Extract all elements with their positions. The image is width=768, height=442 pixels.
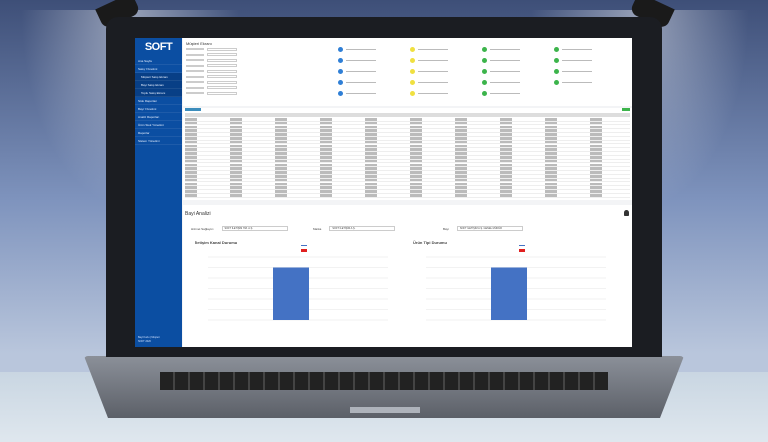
sidebar: SOFT Ana Sayfa Satış Yönetimi Müşteri Satı… — [135, 38, 182, 347]
legend-swatch — [301, 249, 307, 252]
logo: SOFT — [144, 41, 173, 53]
status-item[interactable] — [338, 46, 410, 53]
footer-line: SOFT 2020 — [138, 340, 151, 343]
sidebar-item[interactable]: Ürün Stok Yönetimi — [135, 121, 182, 129]
form-row[interactable] — [186, 58, 281, 62]
status-item[interactable] — [554, 79, 626, 86]
footer-line: Bayi Kodu | Müşteri — [138, 336, 160, 339]
table-row[interactable] — [185, 129, 630, 133]
status-item[interactable] — [482, 68, 554, 75]
bar — [491, 267, 527, 320]
form-row[interactable] — [186, 86, 281, 90]
form-row[interactable] — [186, 80, 281, 84]
table-row[interactable] — [185, 137, 630, 141]
dealer-select[interactable]: SOFT İLETİŞİM A.Ş. GENEL MÜDÜR — [456, 226, 523, 231]
status-item[interactable] — [482, 79, 554, 86]
sidebar-item[interactable]: Raporlar — [135, 129, 182, 137]
status-item[interactable] — [338, 57, 410, 64]
status-list — [338, 46, 626, 97]
status-item[interactable] — [554, 68, 626, 75]
table-row[interactable] — [185, 163, 630, 168]
legend-swatch — [519, 245, 525, 246]
chart-title: İletişim Kanal Durumu — [195, 240, 238, 245]
chart-product — [426, 245, 606, 321]
filter-label: Marka — [313, 226, 322, 231]
sidebar-item[interactable]: Müşteri Satış Ekranı — [135, 73, 182, 81]
table-row[interactable] — [185, 186, 630, 190]
filter-label: Bayi — [443, 226, 449, 231]
status-item[interactable] — [410, 46, 482, 53]
status-item[interactable] — [554, 46, 626, 53]
status-item[interactable] — [410, 79, 482, 86]
brand-select[interactable]: SOFT İLETİŞİM A.Ş. — [329, 226, 396, 231]
sidebar-footer: Bayi Kodu | Müşteri SOFT 2020 — [138, 336, 179, 344]
form-row[interactable] — [186, 64, 281, 68]
provider-select[interactable]: SOFT İLETİŞİM HİZ. A.Ş. — [221, 226, 288, 231]
table-row[interactable] — [185, 148, 630, 152]
chart-title: Ürün Tipi Durumu — [413, 240, 447, 245]
status-item[interactable] — [554, 57, 626, 64]
status-item[interactable] — [482, 90, 554, 97]
user-icon[interactable] — [624, 210, 629, 216]
section-title: Bayi Analizi — [185, 211, 211, 217]
table-row[interactable] — [185, 140, 630, 145]
export-button[interactable] — [185, 108, 201, 111]
keyboard — [160, 372, 608, 390]
filter-label: Hizmet Sağlayıcı — [191, 226, 214, 231]
sidebar-item[interactable]: Bayi Yönetimi — [135, 105, 182, 113]
status-item[interactable] — [410, 57, 482, 64]
table-row[interactable] — [185, 152, 630, 156]
form-row[interactable] — [186, 53, 281, 57]
status-item[interactable] — [410, 90, 482, 97]
sidebar-item[interactable]: Sistem Yönetimi — [135, 137, 182, 145]
legend-swatch — [301, 245, 307, 246]
sidebar-item[interactable]: Ana Sayfa — [135, 57, 182, 65]
screen: SOFT Ana Sayfa Satış Yönetimi Müşteri Satı… — [135, 38, 632, 347]
form-row[interactable] — [186, 47, 281, 51]
table-row[interactable] — [185, 159, 630, 164]
table-row[interactable] — [185, 182, 630, 187]
add-button[interactable] — [622, 108, 630, 111]
trackpad — [350, 407, 420, 413]
table-header — [185, 113, 630, 117]
table-row[interactable] — [185, 194, 630, 198]
table-row[interactable] — [185, 171, 630, 175]
sidebar-item[interactable]: Analiz Raporları — [135, 113, 182, 121]
table-row[interactable] — [185, 156, 630, 160]
form-row[interactable] — [186, 75, 281, 79]
table-row[interactable] — [185, 167, 630, 171]
page-title: Müşteri Ekranı — [186, 41, 212, 46]
status-item[interactable] — [338, 79, 410, 86]
legend-swatch — [519, 249, 525, 252]
status-item[interactable] — [410, 68, 482, 75]
table-row[interactable] — [185, 133, 630, 137]
table-row[interactable] — [185, 125, 630, 130]
table-row[interactable] — [185, 144, 630, 149]
status-item[interactable] — [338, 90, 410, 97]
sidebar-item[interactable]: Bayi Satış Ekranı — [135, 81, 182, 89]
sidebar-item[interactable]: Toplu Satış Ekranı — [135, 89, 182, 97]
bayi-analizi-section: Bayi Analizi Hizmet Sağlayıcı SOFT İLETİŞ… — [183, 205, 632, 347]
form-row[interactable] — [186, 91, 281, 95]
data-table — [183, 108, 632, 200]
table-row[interactable] — [185, 178, 630, 183]
sidebar-item[interactable]: Satış Yönetimi — [135, 65, 182, 73]
table-row[interactable] — [185, 190, 630, 194]
status-item[interactable] — [482, 46, 554, 53]
table-row[interactable] — [185, 121, 630, 126]
bar — [273, 267, 309, 320]
status-item[interactable] — [338, 68, 410, 75]
table-row[interactable] — [185, 118, 630, 122]
form-row[interactable] — [186, 69, 281, 73]
sidebar-item[interactable]: Stok Raporları — [135, 97, 182, 105]
status-item[interactable] — [482, 57, 554, 64]
chart-channel — [208, 245, 388, 321]
table-row[interactable] — [185, 175, 630, 179]
filter-panel: Müşteri Ekranı — [183, 38, 632, 106]
